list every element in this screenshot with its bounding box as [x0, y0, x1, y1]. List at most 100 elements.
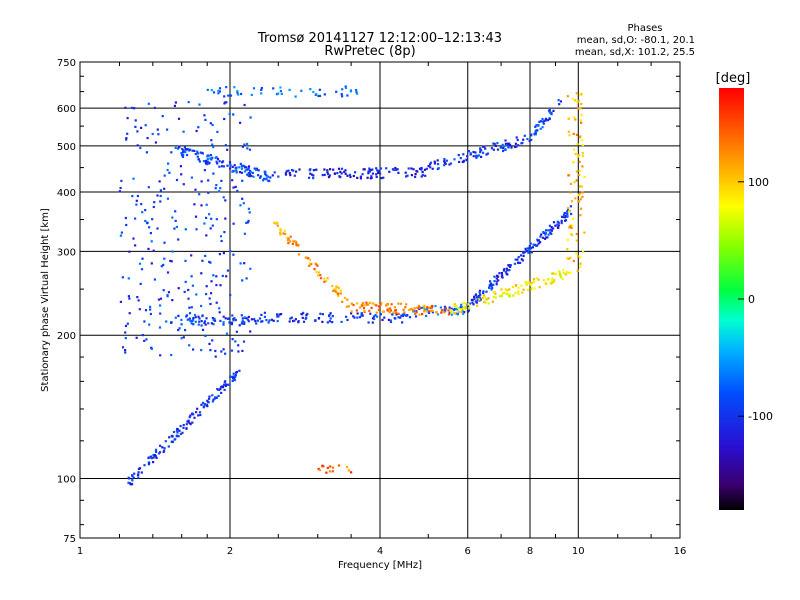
data-point: [557, 99, 560, 102]
data-point: [276, 320, 279, 323]
data-point: [216, 162, 219, 165]
data-point: [519, 254, 523, 257]
data-point: [367, 170, 370, 173]
data-point: [234, 167, 237, 170]
data-point: [231, 314, 234, 317]
data-point: [368, 309, 371, 312]
data-point: [182, 153, 185, 156]
data-point: [219, 319, 222, 322]
data-point: [148, 323, 151, 326]
data-point: [313, 169, 316, 172]
data-point: [292, 240, 295, 243]
data-point: [298, 168, 301, 171]
data-point: [167, 445, 170, 448]
data-point: [192, 348, 195, 351]
data-point: [147, 102, 150, 105]
data-point: [514, 292, 517, 295]
data-point: [468, 302, 471, 305]
data-point: [554, 272, 557, 275]
data-point: [507, 143, 510, 146]
data-point: [253, 167, 256, 170]
data-point: [166, 128, 169, 131]
data-point: [493, 280, 496, 283]
data-point: [352, 174, 355, 178]
data-point: [224, 217, 227, 220]
data-point: [346, 94, 349, 97]
data-point: [336, 172, 339, 175]
data-point: [404, 171, 407, 174]
data-point: [265, 177, 268, 180]
data-point: [226, 148, 229, 151]
data-point: [387, 318, 390, 321]
data-point: [499, 146, 502, 149]
data-point: [136, 194, 139, 198]
data-point: [577, 200, 580, 203]
data-point: [174, 146, 177, 149]
data-point: [201, 328, 205, 331]
data-point: [329, 465, 332, 468]
data-point: [497, 275, 500, 278]
data-point: [185, 427, 188, 430]
data-point: [247, 172, 250, 175]
data-point: [153, 454, 157, 457]
data-point: [414, 315, 418, 318]
data-point: [420, 306, 423, 309]
data-point: [548, 109, 551, 112]
data-point: [238, 166, 241, 169]
data-point: [305, 314, 308, 317]
data-point: [402, 308, 405, 311]
data-point: [124, 349, 127, 352]
data-point: [575, 92, 578, 95]
data-point: [218, 90, 221, 93]
data-point: [337, 464, 340, 467]
data-point: [137, 299, 140, 302]
data-point: [182, 130, 185, 133]
data-point: [249, 175, 252, 178]
data-point: [132, 237, 135, 240]
data-point: [316, 274, 320, 277]
data-point: [247, 207, 250, 210]
data-point: [217, 92, 220, 95]
data-point: [280, 313, 283, 316]
data-point: [189, 423, 192, 426]
data-point: [392, 311, 395, 314]
data-point: [170, 260, 173, 263]
data-point: [205, 317, 208, 320]
data-point: [472, 155, 475, 158]
data-point: [485, 153, 488, 156]
data-point: [574, 152, 577, 156]
data-point: [464, 306, 467, 309]
data-point: [176, 431, 179, 434]
data-point: [238, 324, 241, 327]
data-point: [583, 231, 586, 234]
x-tick-label: 8: [527, 546, 533, 557]
data-point: [528, 245, 531, 248]
data-point: [190, 275, 193, 278]
data-point: [337, 167, 341, 170]
data-point: [339, 292, 342, 295]
data-point: [359, 175, 362, 178]
data-point: [537, 242, 540, 245]
data-point: [553, 279, 556, 282]
data-point: [194, 316, 197, 319]
data-point: [434, 305, 437, 308]
data-point: [403, 311, 406, 314]
data-point: [529, 242, 532, 245]
data-point: [127, 476, 130, 479]
data-point: [425, 314, 428, 317]
data-point: [181, 148, 184, 151]
data-point: [237, 344, 240, 347]
data-point: [243, 103, 246, 107]
data-point: [397, 302, 400, 305]
data-point: [203, 114, 206, 117]
data-point: [171, 440, 175, 444]
data-point: [229, 293, 232, 297]
data-point: [241, 349, 244, 352]
data-point: [314, 319, 317, 322]
data-point: [190, 176, 193, 179]
data-point: [196, 150, 199, 153]
data-point: [389, 309, 392, 312]
data-point: [171, 435, 174, 438]
data-point: [284, 173, 288, 176]
data-point: [219, 387, 222, 391]
